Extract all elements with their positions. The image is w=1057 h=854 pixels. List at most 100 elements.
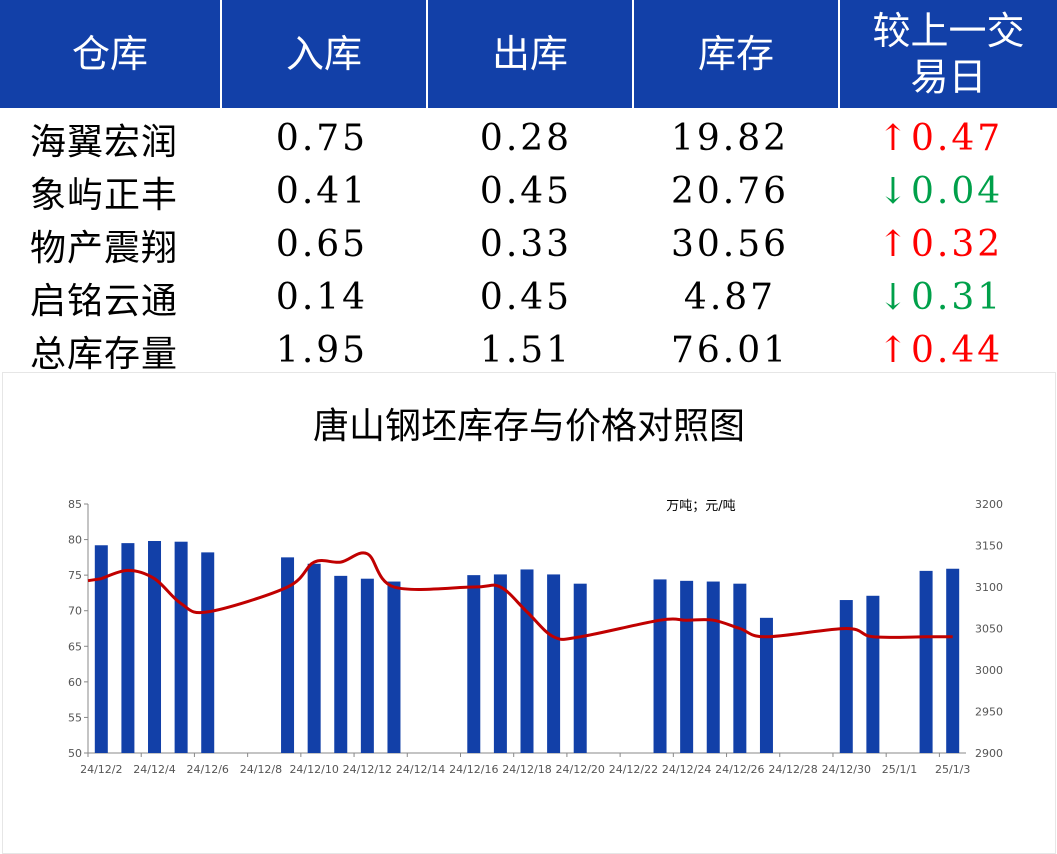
header-out: 出库 — [428, 0, 632, 108]
in-value: 0.75 — [275, 118, 369, 159]
y-right-tick-label: 3050 — [975, 623, 1003, 636]
out-value: 0.45 — [479, 171, 573, 212]
warehouse-name: 象屿正丰 — [30, 174, 179, 216]
y-left-tick-label: 60 — [68, 676, 82, 689]
y-right-tick-label: 3200 — [975, 498, 1003, 511]
y-right-tick-label: 3000 — [975, 664, 1003, 677]
in-value: 0.65 — [275, 224, 369, 265]
inventory-bar — [201, 552, 215, 753]
change-cell: ↓0.31 — [832, 277, 1049, 318]
in-value: 0.14 — [275, 277, 369, 318]
chart-title: 唐山钢坯库存与价格对照图 — [312, 406, 745, 447]
inventory-bar — [387, 581, 401, 753]
table-row: 海翼宏润 0.75 0.28 19.82 ↑0.47 — [0, 112, 1057, 165]
inventory-bar — [680, 580, 694, 753]
inventory-bar — [733, 583, 747, 753]
y-right-tick-label: 3150 — [975, 540, 1003, 553]
stock-value: 19.82 — [670, 118, 790, 159]
out-value: 0.33 — [479, 224, 573, 265]
x-tick-label: 24/12/14 — [396, 763, 445, 776]
inventory-bar — [759, 617, 773, 753]
unit-label: 万吨；元/吨 — [666, 499, 735, 514]
price-line — [87, 551, 953, 641]
warehouse-name: 海翼宏润 — [30, 121, 179, 163]
in-value: 1.95 — [275, 330, 369, 371]
inventory-bar — [493, 574, 507, 753]
header-change-label: 较上一交易日 — [872, 9, 1025, 99]
stock-value: 30.56 — [670, 224, 790, 265]
inventory-bar — [121, 543, 135, 753]
inventory-bar — [946, 568, 960, 753]
header-change: 较上一交易日 — [840, 0, 1057, 108]
inventory-bar — [281, 557, 295, 753]
y-right-tick-label: 2900 — [975, 747, 1003, 760]
inventory-bar — [94, 545, 108, 753]
header-stock: 库存 — [634, 0, 838, 108]
x-tick-label: 24/12/10 — [289, 763, 338, 776]
y-left-tick-label: 65 — [68, 640, 82, 653]
x-tick-label: 24/12/16 — [449, 763, 498, 776]
inventory-bar — [547, 574, 561, 753]
y-right-tick-label: 2950 — [975, 706, 1003, 719]
x-tick-label: 24/12/18 — [502, 763, 551, 776]
inventory-table: 仓库 入库 出库 库存 较上一交易日 海翼宏润 0.75 0.28 19.82 … — [0, 0, 1057, 377]
out-value: 0.28 — [479, 118, 573, 159]
y-left-tick-label: 50 — [68, 747, 82, 760]
inventory-bar — [919, 570, 933, 753]
warehouse-name: 物产震翔 — [30, 227, 179, 269]
x-tick-label: 24/12/8 — [240, 763, 282, 776]
x-tick-label: 24/12/30 — [822, 763, 871, 776]
arrow-down-icon: ↓ — [877, 171, 911, 212]
change-value: 0.32 — [911, 224, 1004, 265]
inventory-bar — [573, 583, 587, 753]
inventory-bar — [174, 541, 188, 753]
inventory-bar — [520, 569, 534, 753]
stock-value: 4.87 — [683, 277, 777, 318]
x-tick-label: 24/12/28 — [768, 763, 817, 776]
inventory-bar — [653, 579, 667, 753]
change-cell: ↑0.44 — [832, 330, 1049, 371]
inventory-bar — [334, 575, 348, 753]
inventory-bar — [467, 575, 481, 753]
inventory-bar — [307, 563, 321, 753]
change-cell: ↑0.47 — [832, 118, 1049, 159]
change-value: 0.04 — [911, 171, 1004, 212]
table-row: 总库存量 1.95 1.51 76.01 ↑0.44 — [0, 324, 1057, 377]
y-left-tick-label: 55 — [68, 711, 82, 724]
arrow-down-icon: ↓ — [877, 277, 911, 318]
chart-panel: 唐山钢坯库存与价格对照图 50 55 60 65 70 75 80 85 2900 2950 300… — [2, 372, 1056, 854]
inventory-bar — [148, 540, 162, 753]
x-tick-label: 24/12/24 — [662, 763, 711, 776]
x-tick-label: 24/12/20 — [556, 763, 605, 776]
header-warehouse: 仓库 — [0, 0, 220, 108]
y-left-tick-label: 85 — [68, 498, 82, 511]
x-tick-label: 24/12/26 — [715, 763, 764, 776]
table-header: 仓库 入库 出库 库存 较上一交易日 — [0, 0, 1057, 108]
chart-svg: 50 55 60 65 70 75 80 85 2900 2950 3000 3050 3100 3150… — [68, 498, 1003, 776]
in-value: 0.41 — [275, 171, 369, 212]
header-in: 入库 — [222, 0, 426, 108]
table-row: 象屿正丰 0.41 0.45 20.76 ↓0.04 — [0, 165, 1057, 218]
y-left-tick-label: 70 — [68, 605, 82, 618]
y-left-tick-label: 75 — [68, 569, 82, 582]
table-row: 启铭云通 0.14 0.45 4.87 ↓0.31 — [0, 271, 1057, 324]
y-right-tick-label: 3100 — [975, 581, 1003, 594]
arrow-up-icon: ↑ — [877, 330, 911, 371]
table-row: 物产震翔 0.65 0.33 30.56 ↑0.32 — [0, 218, 1057, 271]
x-tick-label: 24/12/12 — [343, 763, 392, 776]
change-value: 0.44 — [911, 330, 1004, 371]
inventory-bar — [839, 600, 853, 753]
change-value: 0.47 — [911, 118, 1004, 159]
warehouse-name: 启铭云通 — [30, 280, 179, 322]
x-tick-label: 25/1/1 — [882, 763, 917, 776]
inventory-bar — [706, 581, 720, 753]
stock-value: 76.01 — [670, 330, 790, 371]
arrow-up-icon: ↑ — [877, 224, 911, 265]
y-left-tick-label: 80 — [68, 534, 82, 547]
x-tick-label: 24/12/6 — [187, 763, 229, 776]
change-value: 0.31 — [911, 277, 1004, 318]
change-cell: ↑0.32 — [832, 224, 1049, 265]
x-tick-label: 25/1/3 — [935, 763, 970, 776]
warehouse-name: 总库存量 — [30, 333, 179, 375]
arrow-up-icon: ↑ — [877, 118, 911, 159]
